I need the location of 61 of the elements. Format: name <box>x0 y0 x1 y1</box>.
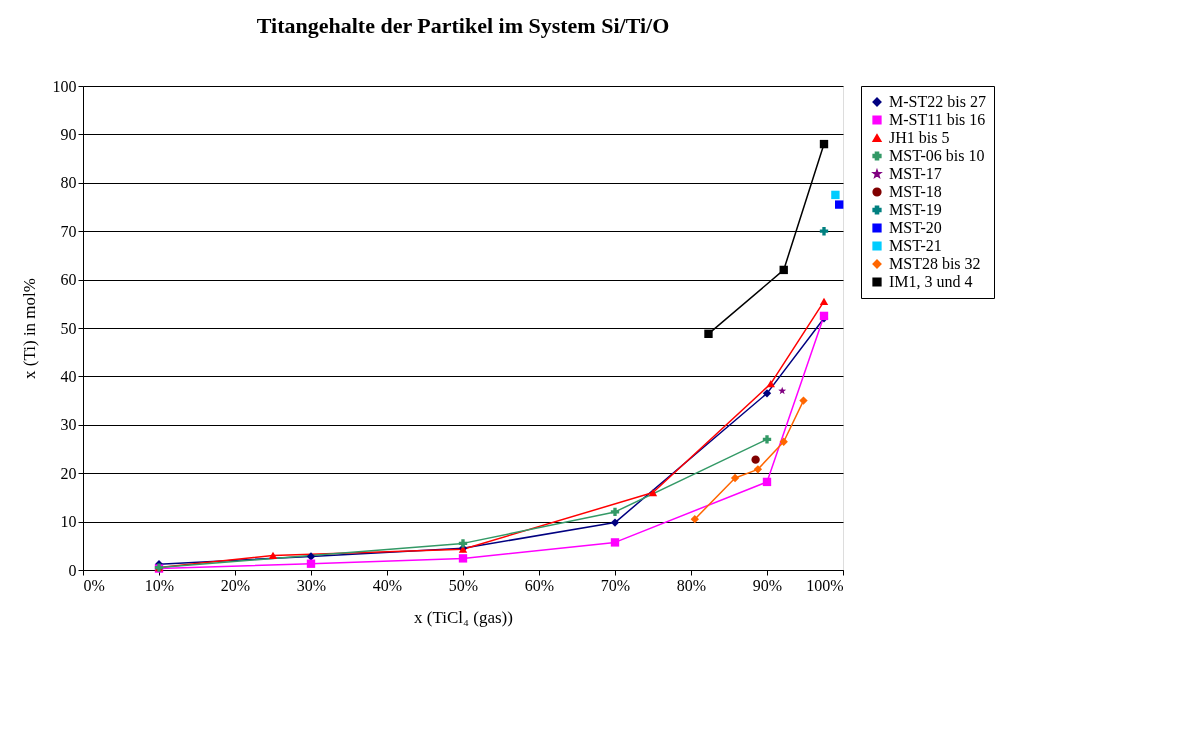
y-tick-label: 10 <box>60 513 77 531</box>
point <box>458 554 468 563</box>
legend-label: MST-19 <box>889 201 942 218</box>
y-tick-label: 50 <box>60 319 77 337</box>
point <box>648 488 658 497</box>
point <box>610 518 620 527</box>
point <box>730 473 740 483</box>
y-tick-label: 0 <box>68 561 77 579</box>
x-axis-title: x (TiCl₄ (gas)) <box>414 607 513 627</box>
point <box>799 396 808 405</box>
y-tick-label: 60 <box>60 271 77 289</box>
point <box>779 265 788 275</box>
y-tick-label: 40 <box>60 367 77 385</box>
x-tick-label: 0% <box>83 576 105 594</box>
point <box>762 435 772 444</box>
x-tick-label: 60% <box>524 576 555 594</box>
point <box>610 507 620 517</box>
point <box>835 200 844 209</box>
x-tick-label: 70% <box>600 576 631 594</box>
point <box>819 139 829 149</box>
legend-label: MST-06 bis 10 <box>889 147 985 164</box>
legend-label: MST28 bis 32 <box>889 255 981 272</box>
y-tick-label: 80 <box>60 174 77 192</box>
y-tick-label: 70 <box>60 222 77 240</box>
legend-label: IM1, 3 und 4 <box>889 273 973 290</box>
point <box>610 538 620 547</box>
x-tick-label: 90% <box>752 576 783 594</box>
x-tick-label: 80% <box>676 576 707 594</box>
point <box>306 552 316 561</box>
y-tick-label: 90 <box>60 125 77 143</box>
point <box>819 297 829 305</box>
y-tick-label: 100 <box>52 77 77 95</box>
point <box>762 477 772 487</box>
point <box>819 227 829 236</box>
legend-label: MST-17 <box>889 165 942 182</box>
x-tick-label: 20% <box>220 576 251 594</box>
point <box>762 389 772 398</box>
chart-title: Titangehalte der Partikel im System Si/Ti/O <box>256 13 670 38</box>
y-axis-title: x (Ti) in mol% <box>19 278 39 379</box>
legend-label: JH1 bis 5 <box>889 129 950 146</box>
point <box>779 437 788 446</box>
point <box>690 515 699 524</box>
legend-label: M-ST11 bis 16 <box>889 111 986 128</box>
legend-label: MST-21 <box>889 237 942 254</box>
point <box>268 551 278 560</box>
legend-label: M-ST22 bis 27 <box>889 93 986 110</box>
point <box>458 539 468 548</box>
legend-label: MST-20 <box>889 219 942 236</box>
x-tick-label: 50% <box>448 576 479 594</box>
point <box>306 559 316 568</box>
point <box>704 329 713 338</box>
point <box>831 190 840 200</box>
y-tick-label: 30 <box>60 416 77 434</box>
x-tick-label: 30% <box>296 576 327 594</box>
point <box>766 380 775 388</box>
x-tick-label: 40% <box>372 576 403 594</box>
legend-label: MST-18 <box>889 183 942 200</box>
y-tick-label: 20 <box>60 464 77 482</box>
point <box>753 465 763 474</box>
x-tick-label: 100% <box>806 576 844 594</box>
x-tick-label: 10% <box>144 576 175 594</box>
